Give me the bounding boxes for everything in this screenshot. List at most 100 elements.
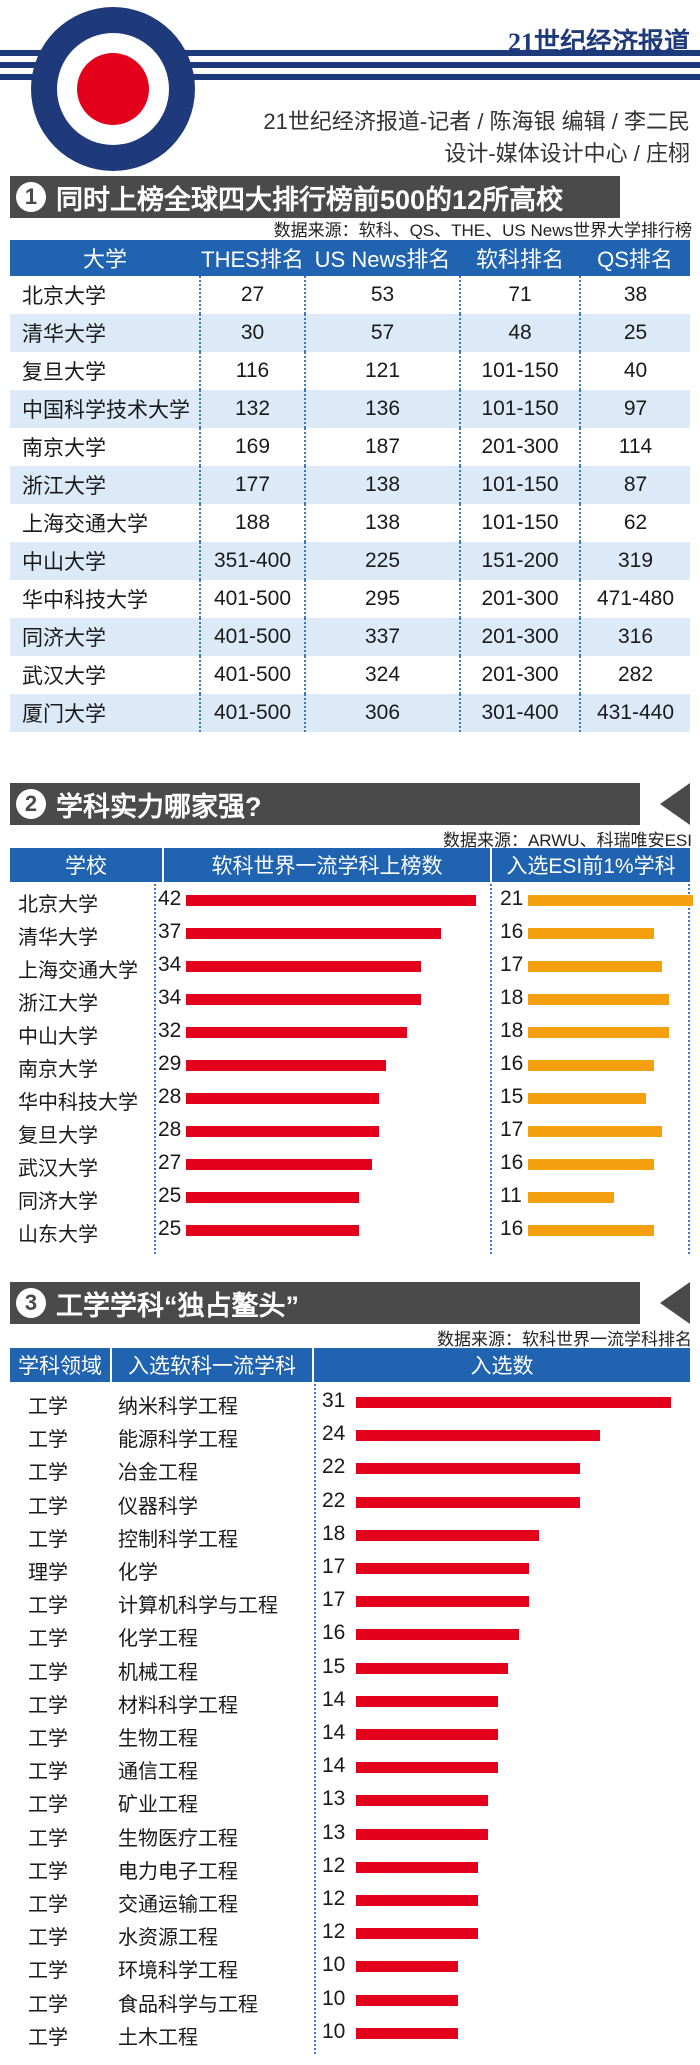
rank-cell: 401-500 [200, 618, 306, 656]
rank-cell: 225 [305, 542, 461, 580]
rank-cell: 138 [305, 504, 461, 542]
subject-label: 生物工程 [118, 1728, 198, 1750]
rank-cell: 177 [200, 466, 306, 504]
table-row: 厦门大学 401-500 306 301-400 431-440 [10, 694, 690, 732]
esi-value-label: 16 [500, 1217, 524, 1240]
count-value-label: 17 [322, 1588, 346, 1612]
table-row: 复旦大学 116 121 101-150 40 [10, 352, 690, 390]
subject-label: 纳米科学工程 [118, 1396, 238, 1418]
rank-cell: 351-400 [200, 542, 306, 580]
field-label: 理学 [28, 1562, 68, 1584]
rank-cell: 306 [305, 694, 461, 732]
esi-bar [528, 1192, 615, 1203]
table-row: 华中科技大学 401-500 295 201-300 471-480 [10, 580, 690, 618]
field-label: 工学 [28, 1595, 68, 1618]
field-label: 工学 [28, 1429, 68, 1452]
count-value-label: 22 [322, 1488, 346, 1512]
subject-label: 能源科学工程 [118, 1429, 238, 1452]
count-value-label: 10 [322, 1953, 346, 1977]
arwu-bar [186, 1093, 380, 1104]
esi-bar [528, 1126, 662, 1137]
rank-cell: 169 [200, 428, 306, 466]
section1-title: 同时上榜全球四大排行榜前500的12所高校 [56, 184, 564, 215]
table-row: 中山大学 351-400 225 151-200 319 [10, 542, 690, 580]
school-name: 华中科技大学 [18, 1092, 138, 1114]
count-value-label: 22 [322, 1455, 346, 1479]
subject-label: 水资源工程 [118, 1927, 218, 1950]
section1-bar [10, 176, 620, 218]
rank-cell: 27 [200, 276, 306, 314]
c3-divider [314, 1384, 316, 2054]
header-stripe [0, 62, 700, 68]
rank-cell: 138 [305, 466, 461, 504]
count-value-label: 12 [322, 1887, 346, 1910]
rank-cell: 324 [305, 656, 461, 694]
school-name: 上海交通大学 [18, 960, 138, 982]
field-label: 工学 [28, 1993, 68, 2016]
count-value-label: 24 [322, 1422, 346, 1446]
esi-value-label: 11 [500, 1184, 522, 1207]
rank-cell: 30 [200, 314, 306, 352]
rank-cell: 401-500 [200, 580, 306, 618]
arwu-value-label: 25 [158, 1184, 182, 1207]
subject-label: 机械工程 [118, 1661, 198, 1684]
rank-cell: 48 [460, 314, 581, 352]
count-value-label: 10 [322, 1986, 346, 2010]
rank-cell: 151-200 [460, 542, 581, 580]
section1-header: 1 同时上榜全球四大排行榜前500的12所高校 [10, 176, 690, 218]
rank-cell: 121 [305, 352, 461, 390]
subject-label: 交通运输工程 [118, 1894, 238, 1916]
count-bar [356, 1961, 458, 1973]
rank-cell: 101-150 [460, 390, 581, 428]
rank-cell: 319 [580, 542, 690, 580]
field-label: 工学 [28, 1794, 68, 1817]
subject-label: 电力电子工程 [118, 1860, 238, 1883]
arwu-value-label: 32 [158, 1019, 182, 1042]
subject-label: 化学 [118, 1562, 158, 1584]
rank-cell: 282 [617, 663, 654, 686]
rank-cell: 136 [305, 390, 461, 428]
esi-bar [528, 1027, 670, 1038]
esi-value-label: 18 [500, 986, 524, 1009]
field-label: 工学 [28, 1960, 68, 1983]
school-name: 浙江大学 [18, 993, 98, 1015]
c2-divider [490, 884, 492, 1254]
count-bar [356, 2027, 458, 2039]
count-bar [356, 1762, 499, 1774]
arwu-value-label: 37 [158, 920, 182, 943]
school-name: 同济大学 [18, 1191, 98, 1213]
rankings-table: 大学 THES排名 US News排名 软科排名 QS排名 北京大学 27 53 71 38 清华… [10, 240, 690, 732]
rank-cell: 431-440 [580, 694, 690, 732]
field-label: 工学 [28, 1927, 68, 1950]
rank-cell: 114 [618, 435, 653, 458]
rank-cell: 401-500 [200, 656, 306, 694]
rank-cell: 53 [305, 276, 461, 314]
esi-bar [528, 1225, 654, 1236]
count-bar [356, 1895, 478, 1906]
count-bar [356, 1695, 499, 1707]
brand-name: 21世纪经济报道 [507, 28, 690, 57]
field-label: 工学 [28, 2026, 68, 2049]
rank-cell: 201-300 [460, 618, 581, 656]
count-value-label: 16 [322, 1621, 346, 1645]
school-name: 复旦大学 [18, 1125, 98, 1147]
field-label: 工学 [28, 1528, 68, 1551]
count-bar [356, 1928, 478, 1940]
section3-number: 3 [16, 1288, 46, 1318]
subject-label: 计算机科学与工程 [118, 1595, 278, 1618]
esi-bar [528, 1060, 654, 1071]
esi-value-label: 17 [500, 1118, 524, 1141]
rank-cell: 101-150 [460, 504, 581, 542]
count-bar [356, 1861, 478, 1873]
section3-header: 3 工学学科“独占鳌头” [10, 1282, 690, 1324]
section1-number: 1 [16, 182, 46, 212]
arwu-bar [186, 994, 421, 1005]
section3-arrow [660, 1282, 690, 1324]
c2-col-esi: 入选ESI前1%学科 [492, 848, 690, 882]
arwu-bar [186, 1027, 407, 1038]
rankings-col-header: 软科排名 [460, 240, 580, 276]
table-row: 浙江大学 177 138 101-150 87 [10, 466, 690, 504]
roundel-logo [31, 7, 195, 171]
esi-bar [528, 1159, 654, 1170]
count-bar [356, 1397, 671, 1408]
